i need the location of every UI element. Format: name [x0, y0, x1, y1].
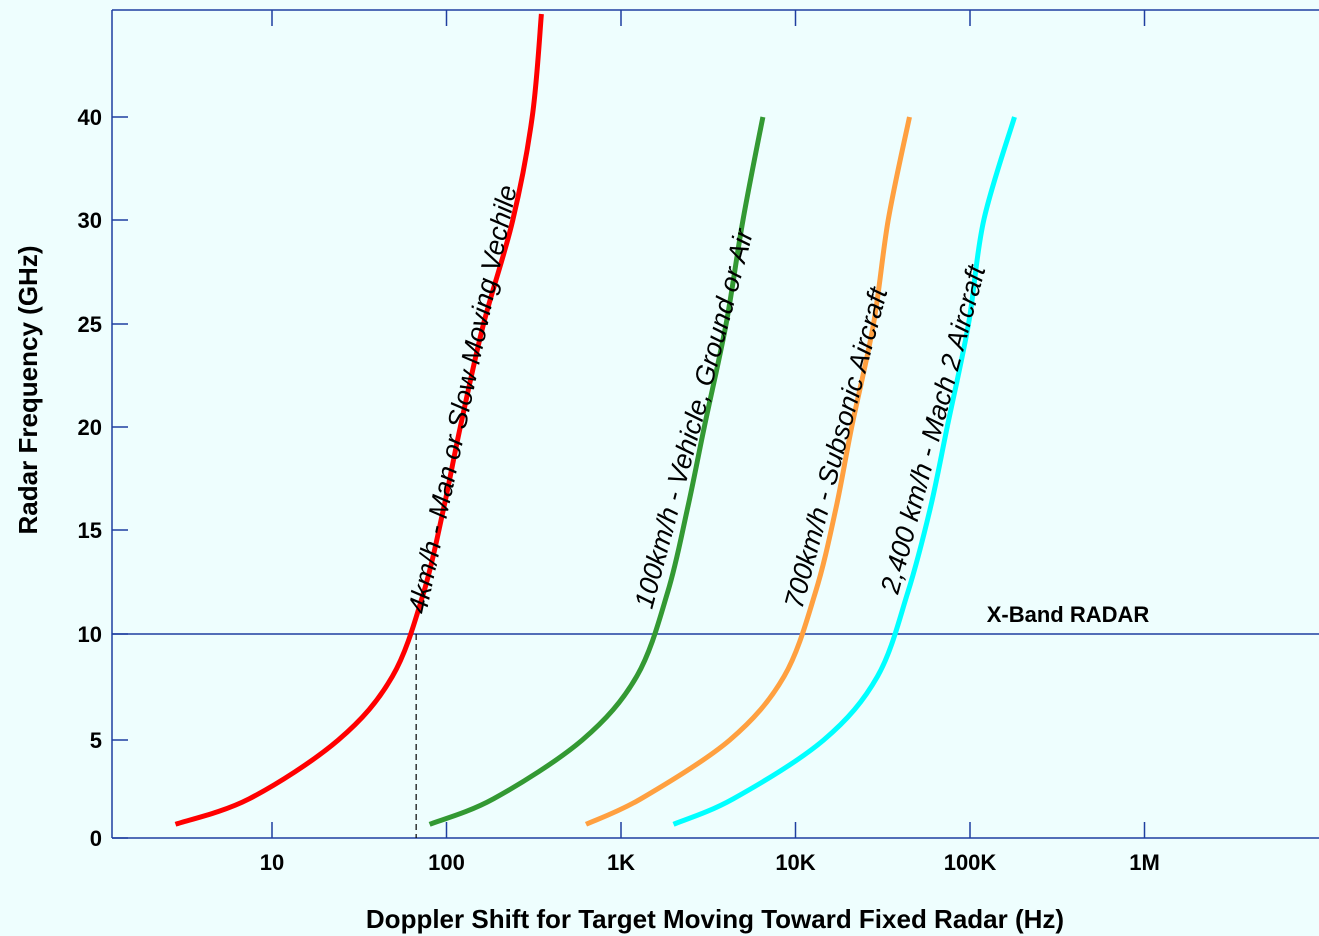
y-tick-labels: 0 5 10 15 20 25 30 40	[78, 105, 102, 851]
series-line-3	[672, 116, 1017, 827]
x-tick-label-4: 100K	[944, 850, 997, 875]
y-tick-label-3: 15	[78, 518, 102, 543]
series-line-1	[428, 116, 766, 827]
y-tick-label-4: 20	[78, 415, 102, 440]
curves-group	[174, 13, 1017, 827]
y-tick-label-5: 25	[78, 312, 102, 337]
x-tick-label-0: 10	[260, 850, 284, 875]
x-tick-label-1: 100	[428, 850, 465, 875]
series-line-0	[174, 13, 544, 827]
x-tick-labels: 10 100 1K 10K 100K 1M	[260, 850, 1160, 875]
y-tick-label-7: 40	[78, 105, 102, 130]
y-tick-label-1: 5	[90, 728, 102, 753]
x-axis-title: Doppler Shift for Target Moving Toward F…	[366, 904, 1064, 934]
xband-reference-label: X-Band RADAR	[987, 602, 1150, 627]
y-tick-label-6: 30	[78, 208, 102, 233]
x-tick-label-2: 1K	[607, 850, 635, 875]
y-tick-label-0: 0	[90, 826, 102, 851]
x-tick-label-5: 1M	[1129, 850, 1160, 875]
x-tick-label-3: 10K	[775, 850, 815, 875]
series-line-2	[584, 116, 912, 827]
reference-line-group: X-Band RADAR	[112, 602, 1319, 838]
y-axis-title: Radar Frequency (GHz)	[13, 246, 43, 535]
y-tick-label-2: 10	[78, 622, 102, 647]
